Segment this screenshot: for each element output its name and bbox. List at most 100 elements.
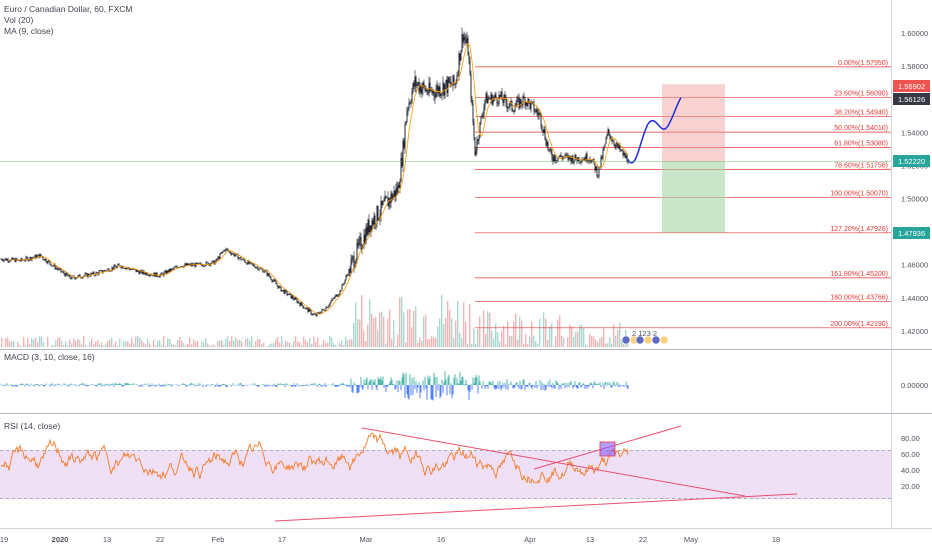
volume-bar xyxy=(607,343,609,347)
candle-body xyxy=(447,77,449,93)
candle-body xyxy=(218,257,220,259)
volume-bar xyxy=(71,343,73,347)
macd-legend[interactable]: MACD (3, 10, close, 16) xyxy=(4,352,95,363)
candle-body xyxy=(498,94,500,104)
volume-bar xyxy=(339,342,341,347)
time-tick-label: 22 xyxy=(639,535,647,544)
volume-bar xyxy=(505,344,507,347)
candle-body xyxy=(567,155,569,160)
volume-bar xyxy=(307,342,309,347)
volume-legend[interactable]: Vol (20) xyxy=(4,15,34,25)
candle-body xyxy=(357,242,359,246)
volume-bar xyxy=(53,345,55,347)
candle-body xyxy=(572,156,574,163)
macd-title[interactable]: MACD (3, 10, close, 16) xyxy=(4,352,95,362)
volume-bar xyxy=(25,345,27,347)
price-tag-label: 1.56902 xyxy=(898,82,925,91)
candle-body xyxy=(138,271,140,274)
candle-body xyxy=(275,281,277,285)
candle-body xyxy=(150,274,152,276)
short-position-tool[interactable] xyxy=(662,84,725,233)
candle-body xyxy=(576,159,578,162)
candle-body xyxy=(381,200,383,206)
volume-bar xyxy=(369,299,371,347)
candle-body xyxy=(276,284,278,286)
volume-bar xyxy=(197,341,199,347)
candle-body xyxy=(327,306,329,308)
volume-bar xyxy=(245,339,247,347)
volume-bar xyxy=(239,339,241,347)
volume-bar xyxy=(341,340,343,347)
candle-body xyxy=(170,268,172,272)
main-legend[interactable]: Euro / Canadian Dollar, 60, FXCM Vol (20… xyxy=(4,4,133,37)
candle-body xyxy=(307,308,309,312)
candle-body xyxy=(280,286,282,292)
candle-body xyxy=(196,262,198,264)
candle-body xyxy=(426,89,428,93)
time-tick-label: 22 xyxy=(156,535,164,544)
candle-body xyxy=(535,109,537,112)
candle-body xyxy=(451,85,453,86)
volume-bar xyxy=(495,323,497,347)
candle-body xyxy=(194,264,196,267)
rsi-axis[interactable]: 80.00 60.00 40.00 20.00 xyxy=(901,434,920,491)
candle-body xyxy=(370,225,372,231)
candle-body xyxy=(541,125,543,130)
ma-legend[interactable]: MA (9, close) xyxy=(4,26,54,36)
volume-bar xyxy=(97,340,99,347)
candle-body xyxy=(614,144,616,148)
candle-body xyxy=(163,272,165,276)
volume-bar xyxy=(155,345,157,347)
volume-bar xyxy=(375,317,377,347)
volume-bar xyxy=(609,337,611,347)
candle-body xyxy=(173,267,175,269)
volume-bar xyxy=(475,344,477,347)
volume-bar xyxy=(435,338,437,347)
candle-body xyxy=(310,310,312,315)
time-axis[interactable]: 19 2020 13 22 Feb 17 Mar 16 Apr 13 22 May 18 xyxy=(0,535,780,544)
rsi-highlight-box[interactable] xyxy=(599,441,616,457)
candle-body xyxy=(323,309,325,311)
candle-body xyxy=(130,269,132,270)
candle-body xyxy=(517,97,519,99)
candle-body xyxy=(37,254,39,256)
volume-bar xyxy=(103,345,105,347)
candle-body xyxy=(247,260,249,265)
candle-body xyxy=(32,257,34,259)
candle-body xyxy=(309,308,311,311)
volume-bar xyxy=(363,330,365,347)
time-tick-label: Apr xyxy=(524,535,536,544)
price-tag-bg xyxy=(893,93,930,105)
candle-body xyxy=(481,116,483,118)
candle-body xyxy=(75,278,77,279)
candle-body xyxy=(320,311,322,314)
candle-body xyxy=(204,265,206,267)
candle-body xyxy=(81,277,83,279)
candle-body xyxy=(325,307,327,311)
symbol-title[interactable]: Euro / Canadian Dollar, 60, FXCM xyxy=(4,4,133,14)
candle-body xyxy=(289,293,291,295)
volume-bar xyxy=(417,343,419,347)
event-markers[interactable]: 2 123 2 xyxy=(621,329,669,345)
candle-body xyxy=(512,110,514,112)
rsi-legend[interactable]: RSI (14, close) xyxy=(4,421,60,432)
candle-body xyxy=(608,129,610,134)
candle-body xyxy=(290,294,292,299)
candle-body xyxy=(265,270,267,271)
candle-body xyxy=(181,266,183,267)
candle-body xyxy=(538,113,540,116)
volume-bar xyxy=(75,340,77,347)
rsi-title[interactable]: RSI (14, close) xyxy=(4,421,61,431)
candle-body xyxy=(594,163,596,171)
candle-body xyxy=(620,150,622,151)
candle-body xyxy=(315,314,317,316)
macd-axis[interactable]: 0.00000 xyxy=(901,381,928,390)
candle-body xyxy=(227,249,229,251)
volume-bar xyxy=(261,344,263,347)
candle-body xyxy=(338,294,340,296)
projection-path[interactable] xyxy=(627,97,682,164)
volume-bar xyxy=(571,326,573,347)
candle-body xyxy=(536,109,538,113)
candle-body xyxy=(207,262,209,265)
